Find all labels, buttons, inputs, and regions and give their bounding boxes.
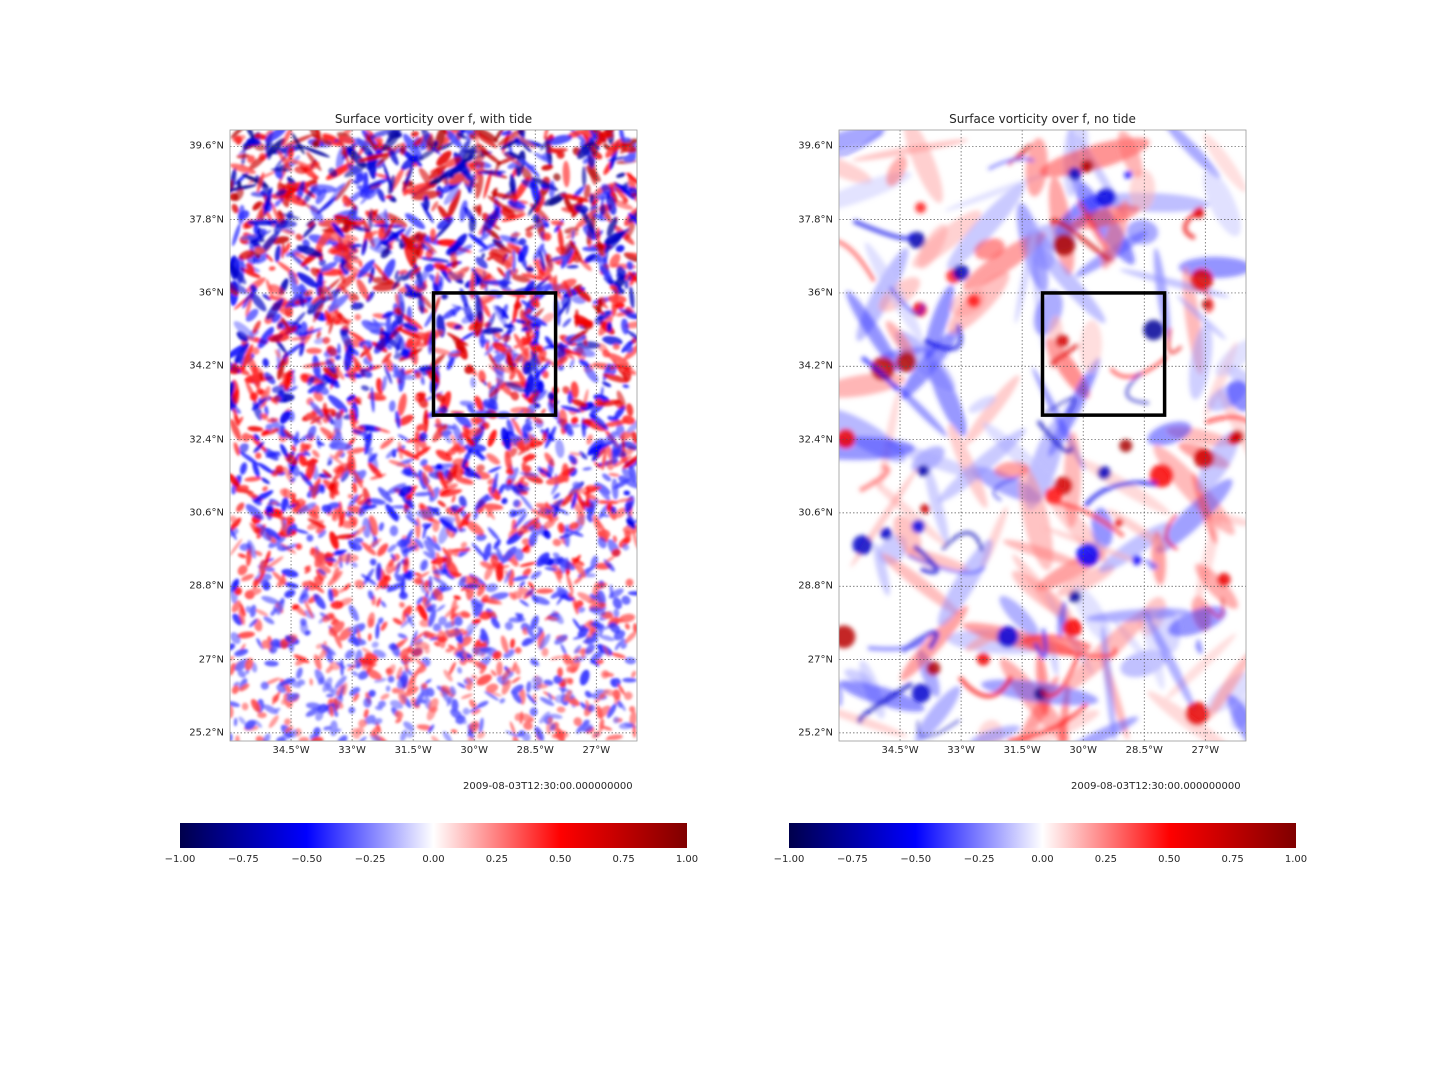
x-tick-label: 30°W [1069, 745, 1097, 756]
chart-title: Surface vorticity over f, with tide [334, 112, 533, 126]
colorbar-tick-label: 0.25 [485, 854, 509, 865]
x-tick-label: 27°W [1191, 745, 1220, 756]
y-tick-label: 32.4°N [189, 434, 224, 446]
colorbar-tick-label: −0.75 [837, 854, 868, 865]
plot-frame [838, 129, 1247, 742]
y-tick-label: 39.6°N [189, 140, 224, 152]
y-tick-label: 34.2°N [798, 360, 833, 372]
plot-frame [229, 129, 638, 742]
colorbar-tick-label: 0.50 [1158, 854, 1181, 865]
region-box [1040, 291, 1167, 417]
colorbar-tick-label: 0.25 [1094, 854, 1118, 865]
y-tick-label: 37.8°N [798, 214, 833, 226]
y-tick-label: 36°N [807, 287, 833, 299]
colorbar-tick-label: −0.25 [963, 854, 995, 865]
colorbar-tick-label: −0.25 [354, 854, 386, 865]
y-tick-label: 28.8°N [798, 580, 833, 592]
colorbar-tick-label: −0.50 [900, 854, 932, 865]
x-tick-label: 33°W [338, 745, 366, 756]
gridlines [839, 130, 1246, 741]
colorbar-tick-label: −0.75 [228, 854, 259, 865]
y-tick-label: 34.2°N [189, 360, 224, 372]
colorbar-tick-label: 0.00 [422, 854, 445, 865]
y-tick-label: 25.2°N [189, 727, 224, 739]
vorticity-field [839, 130, 1246, 741]
region-box [431, 291, 558, 417]
colorbar-tick-label: 0.75 [1221, 854, 1244, 865]
y-tick-label: 30.6°N [798, 507, 833, 519]
y-tick-label: 36°N [198, 287, 224, 299]
x-tick-label: 31.5°W [1003, 745, 1041, 756]
y-tick-label: 32.4°N [798, 434, 833, 446]
colorbar-tick-label: −1.00 [773, 854, 805, 865]
colorbar-tick-label: 1.00 [675, 854, 699, 865]
chart-title: Surface vorticity over f, no tide [949, 112, 1136, 126]
timestamp-label: 2009-08-03T12:30:00.000000000 [463, 781, 633, 792]
y-tick-label: 25.2°N [798, 727, 833, 739]
x-tick-label: 33°W [947, 745, 975, 756]
x-tick-label: 28.5°W [1125, 745, 1163, 756]
y-tick-label: 28.8°N [189, 580, 224, 592]
colorbar-tick-label: 0.50 [549, 854, 572, 865]
x-tick-label: 31.5°W [394, 745, 432, 756]
y-tick-label: 27°N [198, 654, 224, 666]
colorbar [789, 823, 1296, 848]
x-tick-label: 27°W [582, 745, 611, 756]
x-tick-label: 34.5°W [272, 745, 310, 756]
y-tick-label: 27°N [807, 654, 833, 666]
x-tick-label: 34.5°W [881, 745, 919, 756]
colorbar [180, 823, 687, 848]
x-tick-label: 28.5°W [516, 745, 554, 756]
colorbar-tick-label: −0.50 [291, 854, 323, 865]
y-tick-label: 37.8°N [189, 214, 224, 226]
timestamp-label: 2009-08-03T12:30:00.000000000 [1071, 781, 1241, 792]
colorbar-tick-label: 0.00 [1031, 854, 1054, 865]
colorbar-tick-label: 0.75 [612, 854, 635, 865]
y-tick-label: 39.6°N [798, 140, 833, 152]
y-tick-label: 30.6°N [189, 507, 224, 519]
vorticity-field [230, 130, 637, 741]
x-tick-label: 30°W [460, 745, 488, 756]
colorbar-tick-label: 1.00 [1284, 854, 1308, 865]
colorbar-tick-label: −1.00 [164, 854, 196, 865]
